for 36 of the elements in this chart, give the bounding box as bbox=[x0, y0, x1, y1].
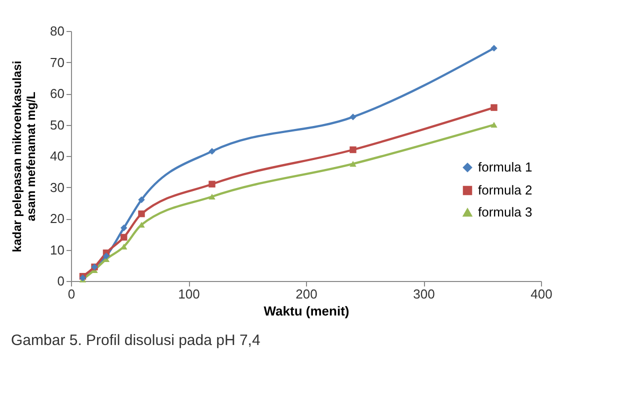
x-tick-label: 100 bbox=[178, 286, 200, 302]
x-tick-label: 0 bbox=[68, 286, 76, 302]
point bbox=[350, 146, 356, 154]
y-tick-label: 50 bbox=[50, 117, 64, 132]
point bbox=[208, 180, 216, 188]
point bbox=[350, 114, 356, 120]
point bbox=[138, 210, 145, 218]
point bbox=[138, 196, 145, 204]
point bbox=[208, 194, 216, 200]
x-tick-label: 400 bbox=[530, 286, 552, 302]
legend-label: formula 3 bbox=[478, 204, 532, 220]
y-tick-label: 10 bbox=[50, 242, 64, 258]
x-axis-title: Waktu (menit) bbox=[264, 304, 350, 318]
legend-label: formula 2 bbox=[478, 182, 532, 198]
y-tick-label: 0 bbox=[57, 274, 64, 288]
y-tick-label: 40 bbox=[50, 148, 64, 164]
point bbox=[350, 160, 356, 167]
point bbox=[208, 148, 216, 155]
point bbox=[120, 234, 128, 241]
legend-label: formula 1 bbox=[478, 160, 532, 174]
point bbox=[120, 244, 128, 250]
point bbox=[102, 252, 110, 260]
y-axis-title: kadar pelepasan mikroenkasulasi asam mefenamat mg/L bbox=[10, 60, 38, 252]
y-tick-label: 60 bbox=[50, 86, 64, 101]
point bbox=[138, 222, 145, 228]
y-tick-label: 30 bbox=[50, 180, 64, 195]
text: Gambar 5. Profil disolusi pada pH 7,4 bbox=[11, 332, 260, 349]
x-tick-label: 300 bbox=[413, 286, 435, 302]
y-tick-label: 20 bbox=[50, 211, 64, 226]
y-tick-label: 80 bbox=[50, 24, 64, 38]
x-tick-label: 200 bbox=[296, 286, 318, 302]
point bbox=[120, 224, 128, 232]
y-tick-label: 70 bbox=[50, 54, 64, 70]
point bbox=[490, 122, 498, 128]
point bbox=[490, 44, 498, 52]
point bbox=[490, 104, 498, 111]
